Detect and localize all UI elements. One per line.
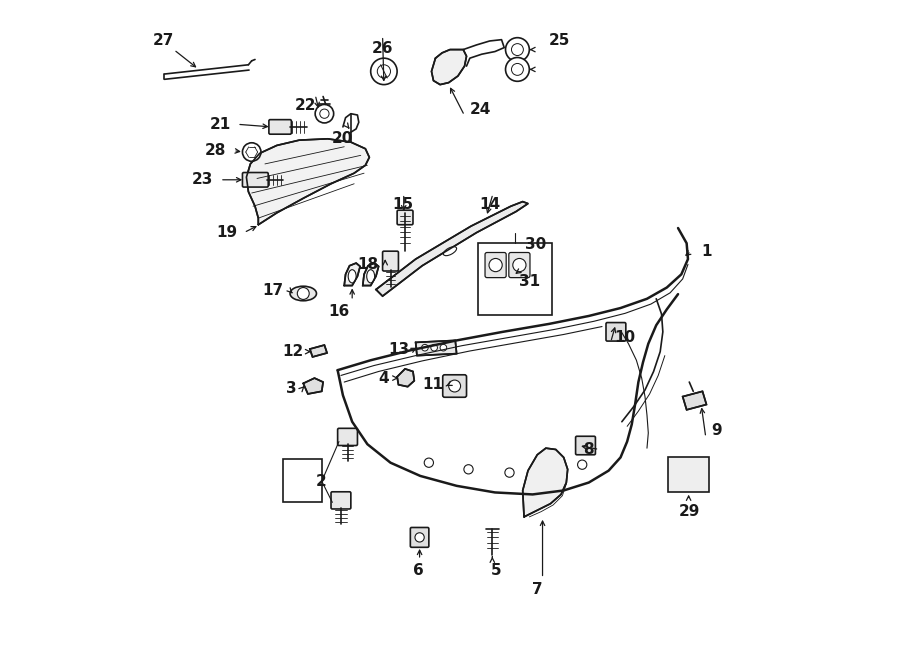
FancyBboxPatch shape [331, 492, 351, 509]
Polygon shape [397, 369, 414, 387]
Polygon shape [310, 345, 327, 357]
Text: 7: 7 [532, 582, 543, 597]
Text: 28: 28 [205, 143, 227, 158]
Text: 15: 15 [392, 197, 413, 212]
Circle shape [415, 533, 424, 542]
Text: 22: 22 [295, 98, 317, 113]
Text: 18: 18 [357, 257, 379, 272]
FancyBboxPatch shape [338, 428, 357, 446]
Ellipse shape [348, 270, 356, 283]
Text: 23: 23 [192, 173, 213, 187]
Circle shape [511, 63, 524, 75]
Circle shape [464, 465, 473, 474]
Text: 21: 21 [210, 117, 230, 132]
Ellipse shape [366, 270, 374, 283]
FancyBboxPatch shape [478, 243, 552, 315]
Circle shape [506, 38, 529, 61]
Text: 14: 14 [479, 197, 500, 212]
Circle shape [371, 58, 397, 85]
Polygon shape [683, 391, 706, 410]
FancyBboxPatch shape [508, 253, 530, 278]
Circle shape [489, 258, 502, 272]
Text: 19: 19 [216, 225, 238, 240]
Text: 8: 8 [583, 442, 594, 457]
Circle shape [511, 44, 524, 56]
Text: 25: 25 [549, 34, 571, 48]
Text: 17: 17 [262, 284, 284, 298]
Text: 9: 9 [711, 424, 722, 438]
Polygon shape [376, 202, 528, 296]
Text: 4: 4 [379, 371, 389, 385]
Circle shape [449, 380, 461, 392]
Text: 6: 6 [413, 563, 424, 578]
Text: 1: 1 [701, 244, 712, 258]
Text: 12: 12 [282, 344, 303, 359]
Text: 13: 13 [388, 342, 409, 356]
Circle shape [315, 104, 334, 123]
Circle shape [440, 344, 446, 351]
Text: 3: 3 [286, 381, 297, 396]
Circle shape [544, 466, 553, 475]
Text: 29: 29 [679, 504, 700, 519]
Circle shape [578, 460, 587, 469]
Text: 26: 26 [372, 41, 393, 56]
Circle shape [513, 258, 526, 272]
Circle shape [377, 65, 391, 78]
FancyBboxPatch shape [242, 173, 268, 187]
Circle shape [431, 344, 437, 351]
Polygon shape [431, 50, 466, 85]
Text: 30: 30 [526, 237, 546, 252]
Polygon shape [344, 263, 360, 286]
Text: 20: 20 [332, 131, 354, 146]
Polygon shape [416, 340, 456, 356]
Circle shape [297, 288, 310, 299]
Circle shape [505, 468, 514, 477]
Text: 27: 27 [153, 34, 174, 48]
Ellipse shape [444, 247, 456, 256]
Text: 5: 5 [491, 563, 501, 578]
Text: 31: 31 [518, 274, 540, 290]
FancyBboxPatch shape [410, 527, 428, 547]
Polygon shape [247, 139, 369, 225]
FancyBboxPatch shape [485, 253, 506, 278]
Circle shape [506, 58, 529, 81]
FancyBboxPatch shape [668, 457, 709, 492]
Text: 10: 10 [614, 330, 635, 344]
Text: 11: 11 [422, 377, 444, 392]
Text: 16: 16 [328, 304, 349, 319]
FancyBboxPatch shape [576, 436, 596, 455]
FancyBboxPatch shape [269, 120, 292, 134]
Circle shape [242, 143, 261, 161]
FancyBboxPatch shape [606, 323, 626, 341]
FancyBboxPatch shape [443, 375, 466, 397]
Text: 2: 2 [316, 474, 327, 488]
Text: 24: 24 [470, 102, 491, 116]
Circle shape [421, 344, 428, 351]
Polygon shape [523, 448, 568, 517]
Polygon shape [363, 263, 379, 286]
Circle shape [320, 109, 329, 118]
FancyBboxPatch shape [382, 251, 399, 271]
Ellipse shape [290, 286, 317, 301]
Polygon shape [303, 378, 323, 394]
FancyBboxPatch shape [284, 459, 322, 502]
Circle shape [424, 458, 434, 467]
FancyBboxPatch shape [397, 210, 413, 225]
